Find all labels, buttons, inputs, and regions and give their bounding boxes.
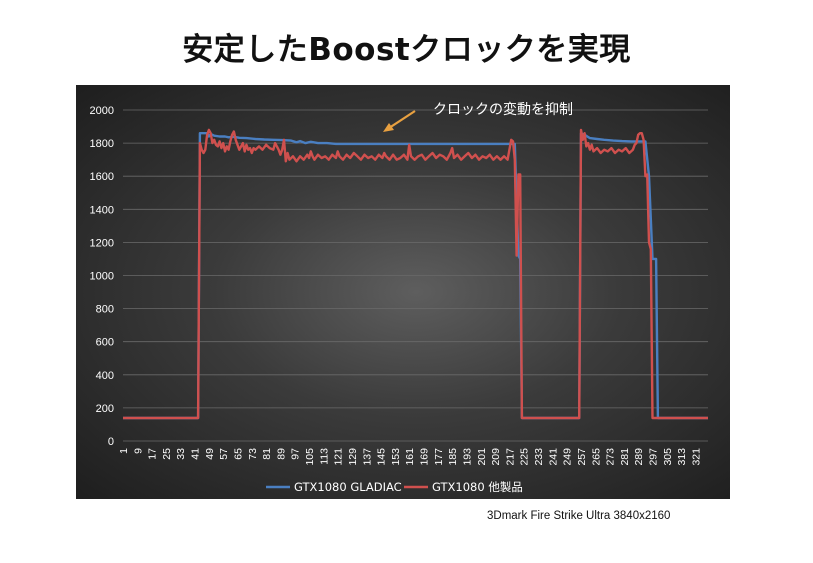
x-tick-label: 241	[547, 448, 559, 466]
y-tick-label: 1600	[90, 171, 114, 183]
x-tick-label: 177	[433, 448, 445, 466]
legend-label-2: GTX1080 他製品	[432, 480, 523, 494]
grid-lines	[123, 109, 708, 442]
x-tick-label: 185	[447, 448, 459, 466]
x-tick-label: 281	[619, 448, 631, 466]
x-tick-label: 49	[204, 448, 216, 460]
page-title: 安定したBoostクロックを実現	[182, 32, 631, 68]
x-tick-label: 289	[633, 448, 645, 466]
x-tick-label: 161	[404, 448, 416, 466]
x-tick-label: 17	[147, 448, 159, 460]
annotation: クロックの変動を抑制	[383, 101, 573, 132]
x-tick-label: 97	[290, 448, 302, 460]
y-tick-label: 0	[108, 436, 114, 448]
series-line-1	[123, 132, 708, 420]
y-tick-label: 1800	[90, 138, 114, 150]
x-tick-label: 313	[676, 448, 688, 466]
x-tick-label: 113	[318, 448, 330, 465]
x-tick-label: 41	[190, 448, 202, 460]
y-tick-label: 1400	[90, 204, 114, 216]
x-tick-label: 105	[304, 448, 316, 466]
x-tick-label: 201	[476, 448, 488, 466]
x-tick-label: 89	[275, 448, 287, 460]
x-tick-label: 257	[576, 448, 588, 466]
x-tick-label: 209	[490, 448, 502, 466]
x-tick-label: 137	[361, 448, 373, 466]
x-tick-label: 297	[648, 448, 660, 466]
x-tick-label: 25	[161, 448, 173, 460]
x-tick-label: 273	[605, 448, 617, 466]
x-tick-label: 153	[390, 448, 402, 466]
series-lines	[123, 128, 708, 420]
x-tick-label: 249	[562, 448, 574, 466]
x-tick-label: 81	[261, 448, 273, 460]
x-tick-label: 121	[333, 448, 345, 466]
x-tick-label: 265	[590, 448, 602, 466]
y-tick-label: 400	[96, 370, 114, 382]
x-tick-label: 57	[218, 448, 230, 460]
x-tick-label: 305	[662, 448, 674, 466]
x-tick-label: 1	[118, 448, 130, 454]
x-tick-label: 233	[533, 448, 545, 466]
y-tick-label: 600	[96, 337, 114, 349]
y-tick-label: 800	[96, 304, 114, 316]
y-tick-label: 2000	[90, 105, 114, 117]
x-axis-ticks: 1 9 17 25 33 41 49 57 65 73 81 89 97 105 113 121 129 137 1…	[118, 448, 702, 466]
x-tick-label: 169	[419, 448, 431, 466]
x-tick-label: 129	[347, 448, 359, 466]
x-tick-label: 145	[376, 448, 388, 466]
x-tick-label: 217	[504, 448, 516, 466]
x-tick-label: 73	[247, 448, 259, 460]
x-tick-label: 193	[461, 448, 473, 466]
y-axis-ticks: 0 200 400 600 800 1000 1200 1400 1600 1800 2000	[90, 105, 114, 448]
x-tick-label: 65	[232, 448, 244, 460]
source-note: 3Dmark Fire Strike Ultra 3840x2160	[487, 510, 671, 522]
y-tick-label: 1200	[90, 237, 114, 249]
x-tick-label: 321	[690, 448, 702, 466]
x-tick-label: 9	[132, 448, 144, 454]
y-tick-label: 200	[96, 403, 114, 415]
series-line-2	[123, 128, 708, 420]
x-tick-label: 225	[519, 448, 531, 466]
annotation-label: クロックの変動を抑制	[433, 101, 573, 118]
y-tick-label: 1000	[90, 271, 114, 283]
annotation-arrow-head	[383, 123, 394, 132]
legend: GTX1080 GLADIAC GTX1080 他製品	[266, 480, 523, 494]
legend-label-1: GTX1080 GLADIAC	[294, 480, 402, 494]
x-tick-label: 33	[175, 448, 187, 460]
